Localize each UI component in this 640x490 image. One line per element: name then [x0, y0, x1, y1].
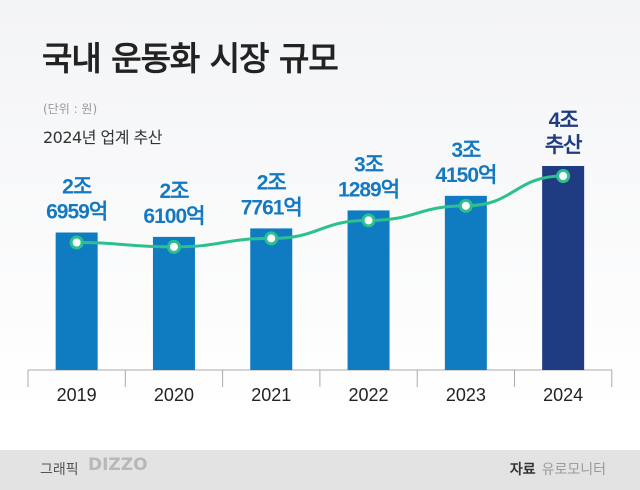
data-label: 1289억 [338, 178, 399, 201]
x-tick-label: 2024 [543, 385, 583, 405]
source-label: 자료 [509, 462, 536, 478]
data-label: 7761억 [241, 196, 302, 219]
data-label: 4조 [549, 109, 579, 132]
data-label: 6959억 [46, 201, 107, 224]
data-label: 추산 [545, 134, 582, 157]
trend-point [458, 198, 473, 213]
graphic-credit: 그래픽 [40, 462, 79, 478]
x-tick-label: 2021 [251, 385, 291, 405]
x-tick-label: 2022 [349, 385, 389, 405]
trend-point [166, 239, 181, 254]
bar-2024 [542, 166, 585, 370]
unit-label: (단위 : 원) [43, 102, 98, 116]
bar-2023 [444, 195, 487, 370]
dizzo-logo: DIZZO [88, 455, 148, 475]
bar-2020 [152, 236, 195, 370]
x-tick-label: 2023 [446, 385, 486, 405]
data-label: 2조 [159, 180, 189, 203]
chart-title: 국내 운동화 시장 규모 [42, 39, 339, 78]
bar-2022 [347, 210, 390, 370]
bar-2019 [55, 232, 98, 370]
bar-chart: 20192조6959억20202조6100억20212조7761억20223조1… [27, 109, 613, 405]
source-value: 유로모니터 [541, 462, 606, 478]
bar-2021 [250, 228, 293, 370]
trend-line [76, 174, 564, 249]
x-tick-label: 2019 [57, 385, 97, 405]
data-label: 4150억 [435, 164, 496, 187]
trend-point [361, 213, 376, 228]
data-label: 3조 [354, 153, 384, 176]
trend-point [69, 235, 84, 250]
source-credit: 자료 유로모니터 [510, 459, 606, 479]
data-label: 2조 [62, 176, 92, 199]
data-label: 6100억 [143, 205, 204, 228]
data-label: 3조 [451, 139, 481, 162]
trend-point [264, 231, 279, 246]
trend-point [556, 169, 571, 183]
data-label: 2조 [257, 171, 287, 194]
note-label: 2024년 업계 추산 [43, 128, 163, 147]
footer [0, 450, 640, 490]
x-tick-label: 2020 [154, 385, 194, 405]
